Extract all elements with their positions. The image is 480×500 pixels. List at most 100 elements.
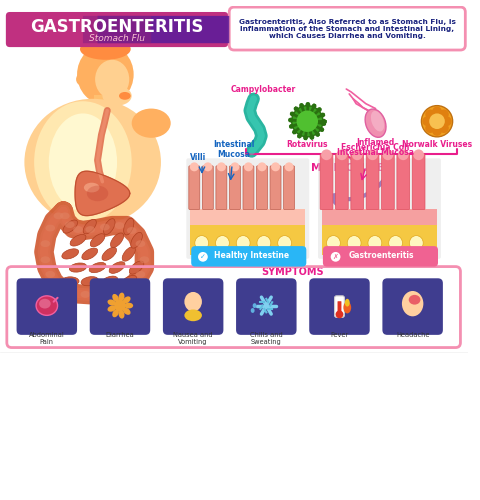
FancyBboxPatch shape <box>318 158 441 259</box>
Circle shape <box>421 106 453 137</box>
Ellipse shape <box>119 310 124 318</box>
FancyBboxPatch shape <box>163 278 223 335</box>
Text: Stomach Flu: Stomach Flu <box>89 34 145 43</box>
Bar <box>160 16 173 43</box>
Circle shape <box>321 121 326 126</box>
Bar <box>149 16 162 43</box>
Bar <box>171 16 183 43</box>
Text: GASTROENTERITIS: GASTROENTERITIS <box>30 18 204 36</box>
Ellipse shape <box>115 222 124 229</box>
Circle shape <box>439 110 449 119</box>
Ellipse shape <box>63 220 78 233</box>
Ellipse shape <box>135 271 145 278</box>
Ellipse shape <box>321 150 332 160</box>
FancyBboxPatch shape <box>320 154 333 210</box>
Ellipse shape <box>124 302 133 308</box>
Ellipse shape <box>251 308 254 313</box>
Circle shape <box>315 132 320 136</box>
Bar <box>96 16 108 43</box>
Ellipse shape <box>102 86 132 106</box>
Text: Headache: Headache <box>396 332 430 338</box>
Ellipse shape <box>97 291 108 298</box>
Ellipse shape <box>54 212 63 220</box>
Text: Diarrhea: Diarrhea <box>106 332 134 338</box>
FancyBboxPatch shape <box>229 166 240 210</box>
Bar <box>63 16 76 43</box>
Ellipse shape <box>409 295 420 304</box>
Ellipse shape <box>345 299 350 306</box>
FancyBboxPatch shape <box>97 16 229 43</box>
Ellipse shape <box>230 162 240 172</box>
Text: Abdominal
Pain: Abdominal Pain <box>29 332 65 345</box>
Ellipse shape <box>326 236 340 250</box>
FancyBboxPatch shape <box>243 166 254 210</box>
Bar <box>203 16 216 43</box>
Bar <box>53 16 65 43</box>
FancyBboxPatch shape <box>323 246 438 266</box>
FancyBboxPatch shape <box>336 154 348 210</box>
Ellipse shape <box>46 271 55 278</box>
Circle shape <box>320 112 325 117</box>
Ellipse shape <box>371 111 384 132</box>
Ellipse shape <box>110 233 124 248</box>
Ellipse shape <box>132 108 171 138</box>
Text: Chills and
Sweating: Chills and Sweating <box>250 332 283 345</box>
Bar <box>128 16 141 43</box>
Circle shape <box>442 116 452 126</box>
Ellipse shape <box>36 296 58 316</box>
Ellipse shape <box>140 256 149 263</box>
Circle shape <box>198 252 208 262</box>
Ellipse shape <box>84 182 99 192</box>
Ellipse shape <box>195 236 209 250</box>
Ellipse shape <box>119 292 124 302</box>
Ellipse shape <box>101 276 118 286</box>
FancyBboxPatch shape <box>83 16 151 43</box>
FancyBboxPatch shape <box>335 296 344 318</box>
Ellipse shape <box>62 249 79 259</box>
FancyBboxPatch shape <box>366 154 379 210</box>
FancyBboxPatch shape <box>309 278 370 335</box>
Ellipse shape <box>54 282 63 290</box>
Ellipse shape <box>347 236 361 250</box>
Circle shape <box>319 127 324 132</box>
Ellipse shape <box>257 162 266 172</box>
Bar <box>42 16 55 43</box>
Ellipse shape <box>383 150 393 160</box>
Ellipse shape <box>61 277 79 285</box>
Circle shape <box>297 134 302 138</box>
Ellipse shape <box>34 101 132 223</box>
Ellipse shape <box>216 236 229 250</box>
Ellipse shape <box>85 226 95 233</box>
Circle shape <box>294 106 299 112</box>
FancyBboxPatch shape <box>397 154 409 210</box>
Ellipse shape <box>409 236 423 250</box>
Ellipse shape <box>77 44 133 104</box>
Text: ✓: ✓ <box>200 254 206 260</box>
Bar <box>190 225 305 255</box>
Ellipse shape <box>121 276 137 287</box>
Bar <box>31 16 44 43</box>
Ellipse shape <box>108 300 116 306</box>
Ellipse shape <box>66 289 76 296</box>
Circle shape <box>297 110 318 132</box>
Bar <box>139 16 151 43</box>
Ellipse shape <box>108 306 116 312</box>
Ellipse shape <box>402 291 423 316</box>
Circle shape <box>290 112 295 116</box>
FancyBboxPatch shape <box>337 301 341 314</box>
Ellipse shape <box>123 308 131 315</box>
Ellipse shape <box>124 218 134 235</box>
Ellipse shape <box>73 226 83 233</box>
Ellipse shape <box>112 294 119 302</box>
Circle shape <box>292 106 323 137</box>
Text: Campylobacter: Campylobacter <box>231 85 296 94</box>
Ellipse shape <box>109 262 125 274</box>
Circle shape <box>322 119 326 124</box>
Ellipse shape <box>252 303 256 308</box>
Bar <box>322 225 437 255</box>
Circle shape <box>432 106 442 117</box>
Ellipse shape <box>90 234 105 247</box>
FancyBboxPatch shape <box>382 154 394 210</box>
Ellipse shape <box>102 248 117 260</box>
Ellipse shape <box>40 240 50 247</box>
